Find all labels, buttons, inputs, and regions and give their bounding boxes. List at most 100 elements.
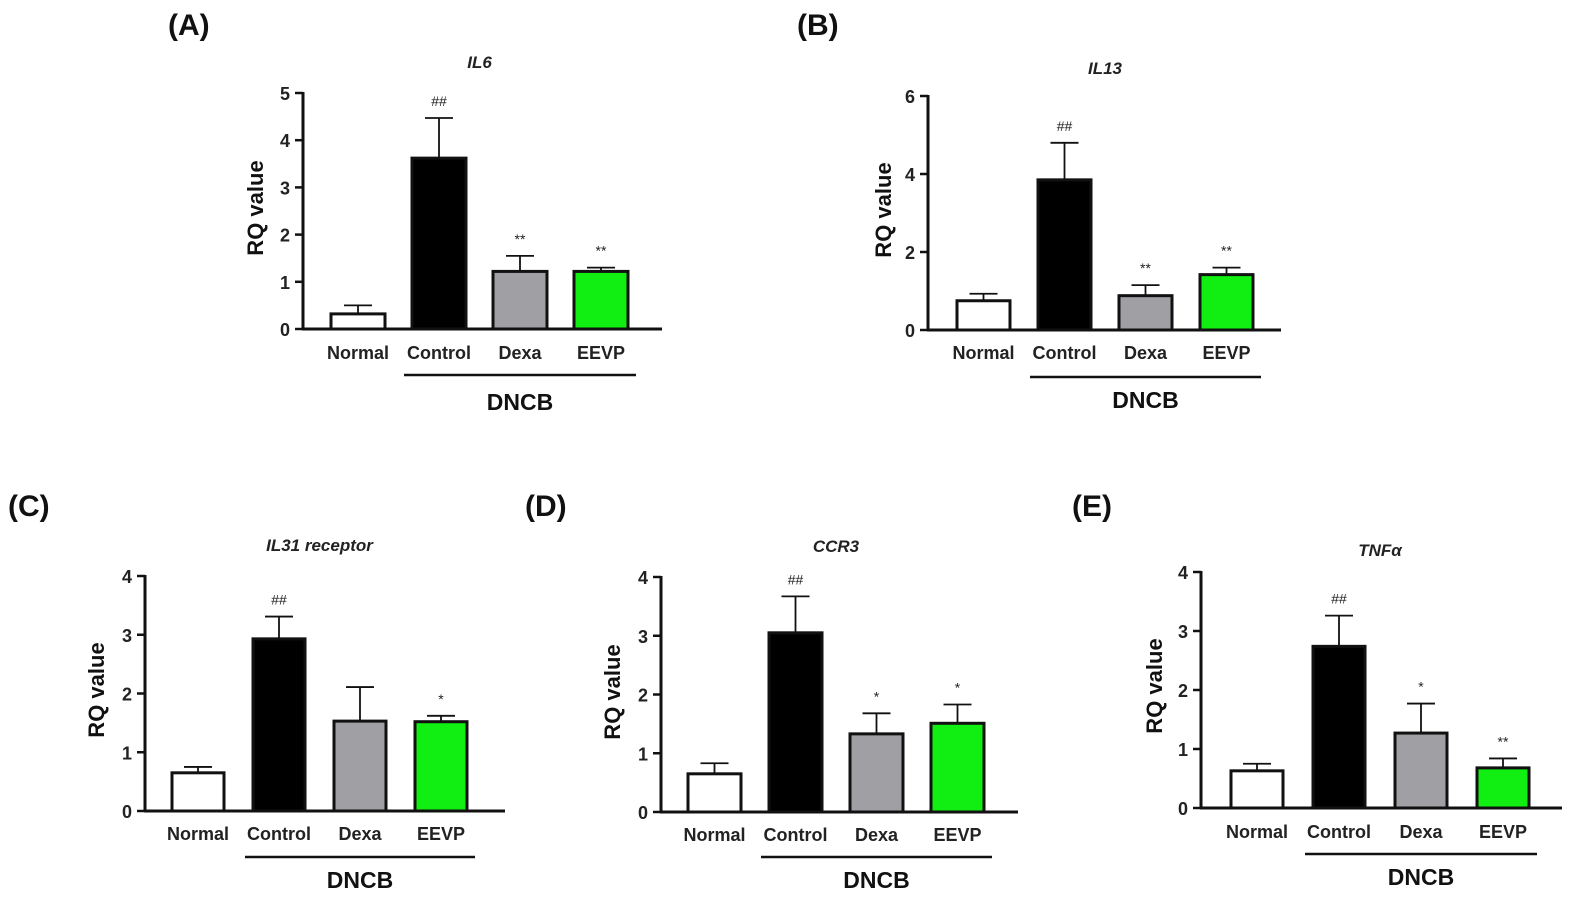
y-tick-label: 2 [1178, 681, 1188, 701]
y-tick-label: 1 [1178, 740, 1188, 760]
bar-control [410, 156, 468, 331]
significance-mark: * [874, 688, 880, 704]
group-label: DNCB [1388, 864, 1454, 890]
chart-title: CCR3 [813, 537, 860, 556]
category-label: Control [1307, 822, 1371, 842]
panel-label: (E) [1072, 490, 1112, 523]
y-tick-label: 4 [905, 165, 915, 185]
chart-panel-3: (C) IL31 receptor RQ value 0 1 2 3 4 Normal ## Con… [8, 490, 505, 893]
bar-eevp [572, 269, 630, 331]
panel-label: (A) [168, 9, 210, 42]
category-label: EEVP [1479, 822, 1527, 842]
y-axis-title: RQ value [600, 644, 625, 739]
y-tick-label: 3 [122, 626, 132, 646]
chart-panel-5: (E) TNFα RQ value 0 1 2 3 4 Normal ## Control * Dexa… [1072, 490, 1562, 890]
significance-mark: * [438, 691, 444, 707]
category-label: Control [407, 343, 471, 363]
panel-label: (D) [525, 490, 567, 523]
bar-dexa [1393, 731, 1449, 810]
bar-control [1036, 178, 1093, 332]
category-label: EEVP [1202, 343, 1250, 363]
category-label: Dexa [338, 824, 382, 844]
significance-mark: ## [271, 592, 287, 608]
y-tick-label: 4 [638, 568, 648, 588]
y-tick-label: 2 [280, 226, 290, 246]
bar-control [767, 631, 824, 814]
y-tick-label: 3 [638, 627, 648, 647]
y-tick-label: 0 [905, 321, 915, 341]
y-tick-label: 2 [905, 243, 915, 263]
y-tick-label: 4 [1178, 563, 1188, 583]
y-tick-label: 4 [122, 567, 132, 587]
chart-title: IL31 receptor [266, 536, 374, 555]
y-tick-label: 5 [280, 84, 290, 104]
category-label: Normal [327, 343, 389, 363]
significance-mark: ## [431, 93, 447, 109]
y-tick-label: 0 [1178, 799, 1188, 819]
chart-panel-2: (B) IL13 RQ value 0 2 4 6 Normal ## Control ** Dexa… [797, 9, 1281, 413]
bar-normal [329, 312, 387, 331]
chart-title: TNFα [1358, 541, 1403, 560]
group-label: DNCB [843, 867, 909, 893]
bar-eevp [413, 720, 469, 813]
category-label: Control [1033, 343, 1097, 363]
bar-eevp [1198, 273, 1255, 332]
category-label: EEVP [577, 343, 625, 363]
group-label: DNCB [1112, 387, 1178, 413]
bar-dexa [848, 732, 905, 814]
category-label: Dexa [498, 343, 542, 363]
bar-normal [170, 771, 226, 813]
significance-mark: ** [515, 231, 526, 247]
significance-mark: ** [1498, 733, 1509, 749]
y-tick-label: 3 [280, 178, 290, 198]
y-tick-label: 3 [1178, 622, 1188, 642]
bar-normal [955, 299, 1012, 332]
significance-mark: ## [1057, 118, 1073, 134]
y-axis-title: RQ value [243, 160, 268, 255]
significance-mark: ## [1331, 591, 1347, 607]
y-tick-label: 0 [638, 803, 648, 823]
group-label: DNCB [487, 389, 553, 415]
y-axis-title: RQ value [84, 642, 109, 737]
category-label: Dexa [1124, 343, 1168, 363]
category-label: Normal [683, 825, 745, 845]
bar-dexa [332, 719, 388, 813]
panel-label: (C) [8, 490, 50, 523]
y-tick-label: 1 [122, 743, 132, 763]
y-tick-label: 0 [280, 320, 290, 340]
category-label: Normal [952, 343, 1014, 363]
category-label: Control [764, 825, 828, 845]
chart-panel-1: (A) IL6 RQ value 0 1 2 3 4 5 Normal ## Control ** Dex… [168, 9, 662, 415]
group-label: DNCB [327, 867, 393, 893]
category-label: EEVP [933, 825, 981, 845]
category-label: Normal [167, 824, 229, 844]
category-label: EEVP [417, 824, 465, 844]
category-label: Dexa [1399, 822, 1443, 842]
bar-normal [686, 772, 743, 814]
y-tick-label: 0 [122, 802, 132, 822]
significance-mark: ** [1221, 243, 1232, 259]
chart-panel-4: (D) CCR3 RQ value 0 1 2 3 4 Normal ## Control * Dexa… [525, 490, 1018, 893]
bar-eevp [929, 721, 986, 814]
y-tick-label: 1 [280, 273, 290, 293]
y-tick-label: 2 [122, 685, 132, 705]
bar-eevp [1475, 766, 1531, 810]
significance-mark: * [1418, 679, 1424, 695]
significance-mark: ** [596, 243, 607, 259]
category-label: Dexa [855, 825, 899, 845]
bar-normal [1229, 769, 1285, 810]
chart-title: IL6 [467, 53, 492, 72]
category-label: Control [247, 824, 311, 844]
category-label: Normal [1226, 822, 1288, 842]
significance-mark: ** [1140, 260, 1151, 276]
y-axis-title: RQ value [871, 162, 896, 257]
bar-control [251, 637, 307, 813]
significance-mark: * [955, 679, 961, 695]
significance-mark: ## [788, 571, 804, 587]
chart-title: IL13 [1088, 59, 1123, 78]
y-tick-label: 4 [280, 131, 290, 151]
y-tick-label: 1 [638, 744, 648, 764]
bar-dexa [491, 269, 549, 331]
bar-control [1311, 644, 1367, 810]
